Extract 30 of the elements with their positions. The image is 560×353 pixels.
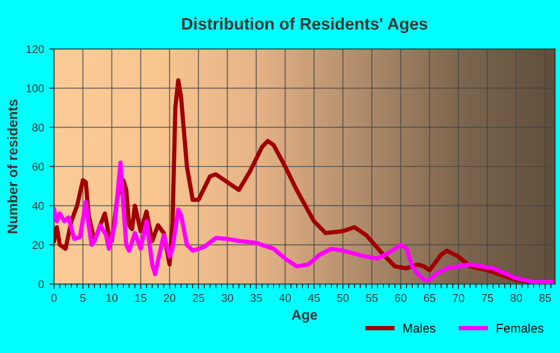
y-tick-label: 20 bbox=[32, 241, 44, 249]
x-tick-label: 50 bbox=[337, 294, 349, 302]
x-tick-label: 85 bbox=[539, 294, 551, 302]
x-tick-label: 70 bbox=[452, 294, 464, 302]
y-tick-label: 80 bbox=[32, 124, 44, 132]
x-tick-label: 5 bbox=[80, 294, 86, 302]
x-tick-label: 25 bbox=[192, 294, 204, 302]
legend-label: Females bbox=[496, 323, 544, 333]
x-tick-label: 10 bbox=[106, 294, 118, 302]
chart-title: Distribution of Residents' Ages bbox=[182, 17, 428, 34]
x-tick-label: 75 bbox=[482, 294, 494, 302]
y-tick-label: 60 bbox=[32, 162, 44, 171]
x-tick-label: 55 bbox=[366, 294, 378, 302]
x-tick-label: 60 bbox=[395, 294, 406, 302]
x-tick-label: 35 bbox=[250, 294, 262, 302]
x-axis-title: Age bbox=[292, 310, 318, 323]
x-tick-label: 40 bbox=[279, 294, 291, 302]
legend-label: Males bbox=[404, 323, 436, 333]
x-tick-label: 20 bbox=[164, 294, 176, 302]
x-tick-label: 30 bbox=[222, 294, 234, 302]
y-tick-label: 100 bbox=[26, 84, 44, 92]
x-tick-label: 0 bbox=[51, 294, 57, 302]
y-axis-title: Number of residents bbox=[7, 100, 18, 234]
y-tick-label: 0 bbox=[38, 280, 44, 288]
x-tick-label: 80 bbox=[510, 294, 522, 302]
y-tick-label: 120 bbox=[26, 45, 44, 54]
x-tick-label: 15 bbox=[135, 294, 146, 302]
x-tick-label: 45 bbox=[308, 294, 320, 302]
x-tick-label: 65 bbox=[424, 294, 436, 302]
y-tick-label: 40 bbox=[32, 202, 44, 210]
